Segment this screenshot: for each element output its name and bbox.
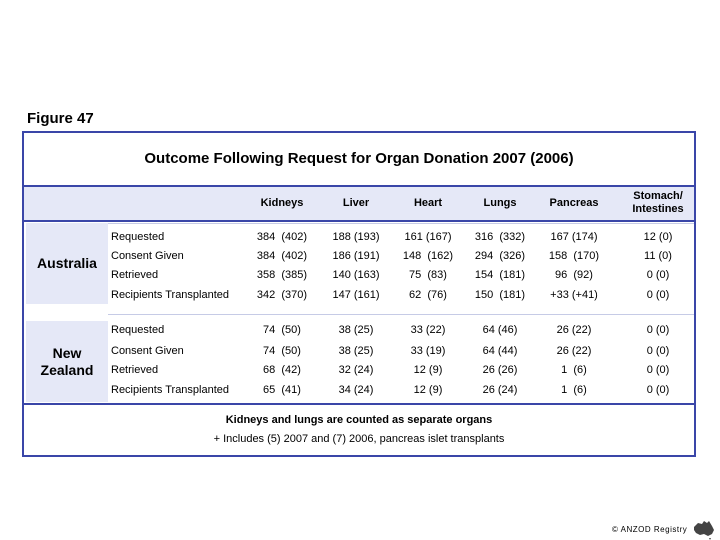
cell-kidneys: 65 (41) <box>263 384 301 396</box>
cell-liver: 32 (24) <box>338 364 374 376</box>
cell-pancreas: 1 (6) <box>561 384 587 396</box>
country-australia-label: Australia <box>37 255 97 271</box>
cell-kidneys: 384 (402) <box>256 231 308 243</box>
cell-pancreas: 96 (92) <box>555 269 593 281</box>
footnote: + Includes (5) 2007 and (7) 2006, pancre… <box>213 433 505 445</box>
column-header-band: Kidneys Liver Heart Lungs Pancreas Stoma… <box>24 185 694 222</box>
cell-lungs: 26 (26) <box>482 364 518 376</box>
col-header-kidneys: Kidneys <box>260 197 304 209</box>
cell-kidneys: 68 (42) <box>263 364 301 376</box>
cell-lungs: 294 (326) <box>474 250 526 262</box>
cell-heart: 12 (9) <box>413 364 443 376</box>
col-header-intestines: Intestines <box>632 203 684 215</box>
cell-stomach-intestines: 0 (0) <box>646 289 670 301</box>
col-header-stomach: Stomach/ <box>633 190 683 202</box>
row-label: Consent Given <box>111 345 184 357</box>
row-label: Retrieved <box>111 364 159 376</box>
country-nz-line1: New <box>52 344 82 361</box>
col-header-lungs: Lungs <box>483 197 517 209</box>
cell-stomach-intestines: 12 (0) <box>643 231 673 243</box>
row-label: Requested <box>111 324 165 336</box>
cell-stomach-intestines: 0 (0) <box>646 269 670 281</box>
cell-kidneys: 358 (385) <box>256 269 308 281</box>
cell-lungs: 64 (44) <box>482 345 518 357</box>
cell-lungs: 154 (181) <box>474 269 526 281</box>
cell-liver: 38 (25) <box>338 345 374 357</box>
cell-stomach-intestines: 0 (0) <box>646 345 670 357</box>
cell-lungs: 26 (24) <box>482 384 518 396</box>
col-header-heart: Heart <box>413 197 443 209</box>
cell-liver: 38 (25) <box>338 324 374 336</box>
cell-pancreas: 158 (170) <box>548 250 600 262</box>
row-label: Consent Given <box>111 250 184 262</box>
cell-pancreas: 1 (6) <box>561 364 587 376</box>
cell-lungs: 150 (181) <box>474 289 526 301</box>
cell-liver: 186 (191) <box>332 250 380 262</box>
cell-lungs: 316 (332) <box>474 231 526 243</box>
row-label: Recipients Transplanted <box>111 289 230 301</box>
logo-text: © ANZOD Registry <box>612 524 688 534</box>
cell-heart: 12 (9) <box>413 384 443 396</box>
col-header-stomach-intestines: Stomach/ Intestines <box>632 190 683 216</box>
group-divider <box>108 223 694 224</box>
cell-stomach-intestines: 0 (0) <box>646 364 670 376</box>
cell-lungs: 64 (46) <box>482 324 518 336</box>
cell-kidneys: 342 (370) <box>256 289 308 301</box>
cell-stomach-intestines: 11 (0) <box>644 250 672 262</box>
cell-liver: 140 (163) <box>332 269 380 281</box>
cell-kidneys: 384 (402) <box>256 250 308 262</box>
col-header-liver: Liver <box>342 197 370 209</box>
country-new-zealand-label: New Zealand <box>41 345 94 379</box>
figure-label: Figure 47 <box>27 110 94 127</box>
cell-pancreas: 167 (174) <box>550 231 598 243</box>
cell-heart: 161 (167) <box>404 231 452 243</box>
col-header-pancreas: Pancreas <box>549 197 599 209</box>
anzod-logo: © ANZOD Registry <box>612 518 717 540</box>
table-frame: Outcome Following Request for Organ Dona… <box>22 131 696 457</box>
cell-pancreas: 26 (22) <box>556 324 592 336</box>
row-label: Requested <box>111 231 165 243</box>
country-nz-line2: Zealand <box>40 361 94 378</box>
country-new-zealand: New Zealand <box>26 321 108 402</box>
cell-kidneys: 74 (50) <box>263 324 301 336</box>
row-label: Retrieved <box>111 269 159 281</box>
cell-heart: 148 (162) <box>402 250 454 262</box>
cell-liver: 188 (193) <box>332 231 380 243</box>
cell-pancreas: +33 (+41) <box>550 289 598 301</box>
cell-kidneys: 74 (50) <box>263 345 301 357</box>
cell-stomach-intestines: 0 (0) <box>646 384 670 396</box>
country-australia: Australia <box>26 223 108 304</box>
cell-stomach-intestines: 0 (0) <box>646 324 670 336</box>
cell-liver: 34 (24) <box>338 384 374 396</box>
footnote-bold: Kidneys and lungs are counted as separat… <box>225 414 493 426</box>
cell-heart: 33 (22) <box>410 324 446 336</box>
cell-heart: 75 (83) <box>409 269 447 281</box>
group-divider <box>108 314 694 315</box>
footer-divider <box>24 403 694 405</box>
row-label: Recipients Transplanted <box>111 384 230 396</box>
cell-heart: 33 (19) <box>410 345 446 357</box>
cell-pancreas: 26 (22) <box>556 345 592 357</box>
cell-heart: 62 (76) <box>409 289 447 301</box>
australia-map-icon <box>694 521 715 540</box>
table-title: Outcome Following Request for Organ Dona… <box>144 150 574 167</box>
cell-liver: 147 (161) <box>332 289 380 301</box>
